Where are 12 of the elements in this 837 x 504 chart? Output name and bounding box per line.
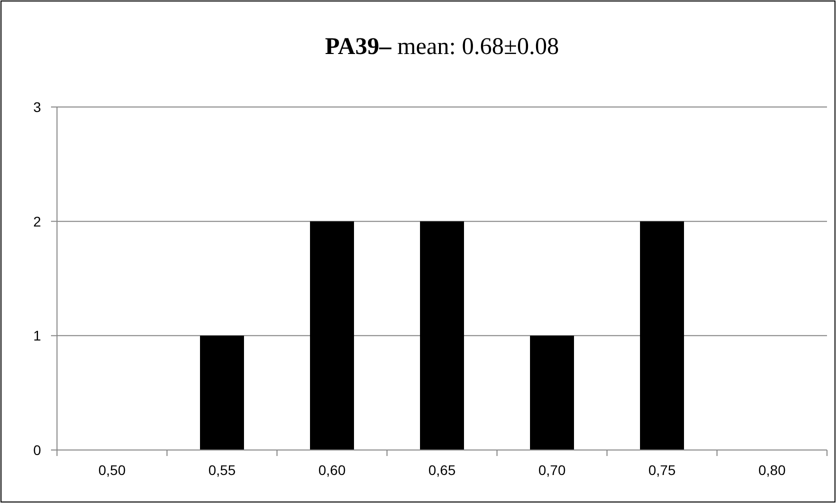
x-tick-label: 0,50 (98, 462, 126, 478)
x-tick-label: 0,80 (758, 462, 786, 478)
x-tick-label: 0,60 (318, 462, 346, 478)
y-tick-label: 1 (33, 328, 42, 344)
chart-title: PA39– mean: 0.68±0.08 (324, 34, 560, 60)
y-tick-label: 2 (33, 213, 42, 230)
y-tick-label: 0 (33, 442, 42, 458)
x-tick-label: 0,55 (208, 462, 236, 478)
y-tick-label: 3 (33, 99, 42, 115)
x-tick-label: 0,75 (648, 462, 676, 478)
x-tick-label: 0,65 (428, 462, 456, 478)
x-tick-label: 0,70 (538, 462, 566, 478)
